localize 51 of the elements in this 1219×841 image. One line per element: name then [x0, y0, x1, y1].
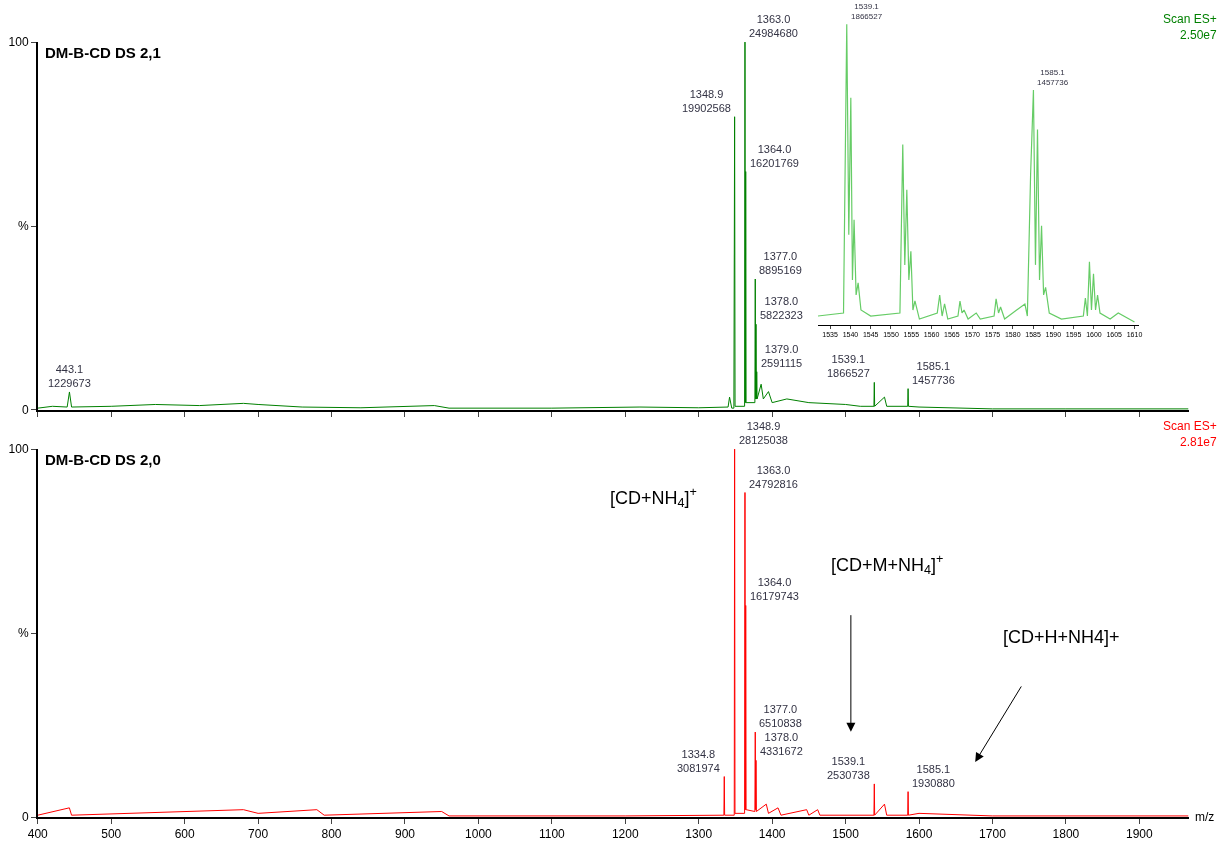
annotation: 1377.0 6510838: [759, 703, 802, 730]
x-tick-label: 1500: [832, 827, 860, 841]
annotation: [CD+M+NH$_{4}$]$^{+}$: [831, 552, 944, 578]
annotation: 1348.9 28125038: [739, 420, 788, 447]
annotation: 1539.1 1866527: [851, 2, 883, 22]
text: Scan ES+ 2.81e7: [1163, 419, 1218, 449]
annotation: 1585.1 1930880: [912, 763, 955, 790]
x-tick-label: 900: [394, 827, 416, 841]
annotation: [CD+NH$_{4}$]$^{+}$: [610, 485, 697, 511]
annotation: 1585.1 1457736: [1037, 68, 1069, 88]
annotation: 1585.1 1457736: [912, 360, 955, 387]
chart-title: DM-B-CD DS 2,0: [45, 451, 161, 468]
y-tick-label: %: [17, 626, 29, 641]
annotation: 1348.9 19902568: [682, 88, 731, 115]
x-tick-label: 1900: [1125, 827, 1153, 841]
x-tick-label: 700: [248, 827, 269, 841]
x-tick-label: 1400: [758, 827, 786, 841]
annotation: 1363.0 24792816: [749, 464, 798, 491]
x-tick-label: 600: [174, 827, 195, 841]
y-tick-label: 100: [8, 35, 29, 50]
annotation: 1364.0 16179743: [750, 576, 799, 603]
annotation: 1377.0 8895169: [759, 250, 802, 277]
x-tick-label: 400: [27, 827, 49, 841]
annotation: [CD+H+NH4]+: [1003, 627, 1120, 647]
chart-title: DM-B-CD DS 2,1: [45, 44, 161, 61]
x-tick-label: 1100: [538, 827, 566, 841]
x-tick-label: 1300: [685, 827, 713, 841]
annotation: 1539.1 2530738: [827, 755, 870, 782]
annotation: 1363.0 24984680: [749, 13, 798, 40]
x-tick-label: 1800: [1052, 827, 1080, 841]
x-tick-label: 1700: [979, 827, 1007, 841]
annotation: 1378.0 4331672: [760, 731, 803, 758]
x-tick-label: 1000: [465, 827, 493, 841]
y-tick-label: 100: [8, 442, 29, 457]
text: Scan ES+ 2.50e7: [1163, 12, 1218, 42]
line-series: [37, 42, 1189, 410]
x-tick-label: 1600: [905, 827, 933, 841]
x-tick-label: 800: [321, 827, 342, 841]
y-tick-label: 0: [21, 810, 29, 825]
x-tick-label: 1200: [611, 827, 639, 841]
annotation: 443.1 1229673: [48, 363, 91, 390]
annotation: 1378.0 5822323: [760, 295, 803, 322]
annotation: 1364.0 16201769: [750, 143, 799, 170]
annotation: 1334.8 3081974: [677, 748, 720, 775]
x-axis-title: m/z: [1195, 810, 1215, 824]
y-tick-label: 0: [21, 403, 29, 418]
line-series: [37, 449, 1189, 817]
y-tick-label: %: [17, 219, 29, 234]
annotation: 1539.1 1866527: [827, 353, 870, 380]
x-tick-label: 500: [101, 827, 122, 841]
annotation: 1379.0 2591115: [761, 343, 803, 370]
